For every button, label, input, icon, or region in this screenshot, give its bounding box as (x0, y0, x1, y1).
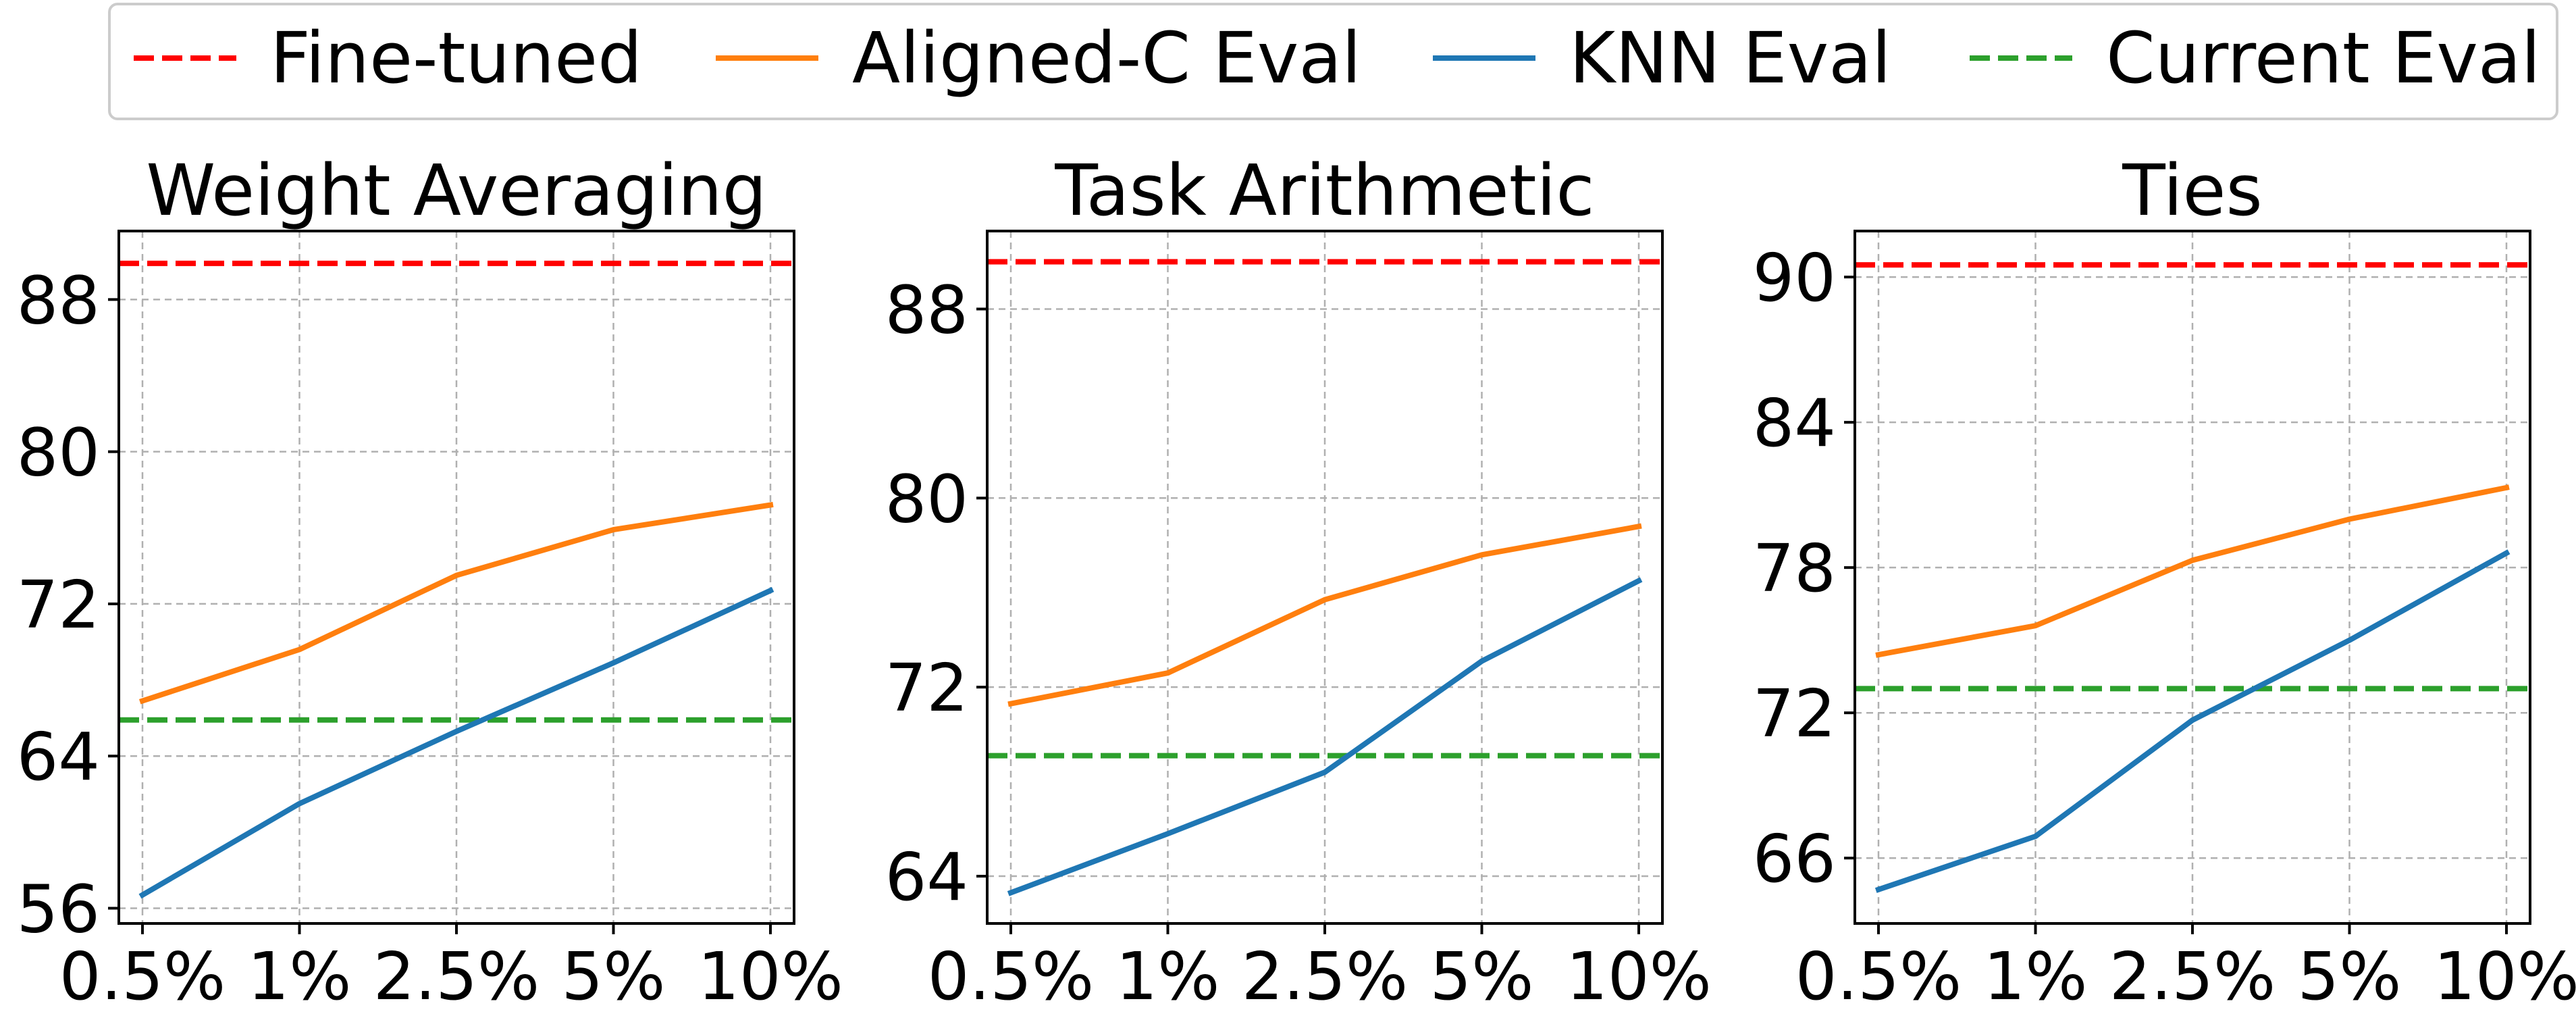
legend-label-current-eval: Current Eval (2106, 17, 2541, 99)
x-tick-label: 2.5% (2109, 938, 2276, 1015)
x-tick-label: 5% (2298, 938, 2402, 1015)
x-tick-label: 0.5% (1795, 938, 1962, 1015)
x-tick-label: 5% (562, 938, 666, 1015)
y-tick-label: 72 (1753, 676, 1836, 752)
y-tick-label: 88 (885, 272, 968, 348)
series-line-knn-eval (1007, 577, 1643, 896)
x-tick-label: 1% (1116, 938, 1220, 1015)
x-tick-label: 0.5% (928, 938, 1094, 1015)
y-tick-label: 80 (885, 461, 968, 537)
panel-weight-averaging: 0.5% 1% 2.5% 5% 10% 56 64 72 80 88 Weight Averagi… (17, 149, 843, 1015)
legend-label-aligned-c-eval: Aligned-C Eval (852, 17, 1361, 99)
series-line-knn-eval (138, 586, 774, 899)
legend-label-fine-tuned: Fine-tuned (270, 17, 642, 99)
y-tick-label: 90 (1753, 240, 1836, 316)
panel-title: Task Arithmetic (1054, 149, 1594, 232)
x-tick-label: 0.5% (59, 938, 226, 1015)
x-tick-label: 5% (1430, 938, 1534, 1015)
y-tick-label: 72 (17, 567, 100, 643)
y-tick-label: 72 (885, 650, 968, 726)
y-tick-label: 64 (885, 839, 968, 915)
x-tick-label: 10% (1566, 938, 1712, 1015)
panel-title: Weight Averaging (146, 149, 766, 232)
y-tick-label: 78 (1753, 530, 1836, 607)
x-tick-label: 10% (698, 938, 843, 1015)
series-line-aligned-c-eval (138, 501, 774, 705)
x-tick-label: 2.5% (373, 938, 540, 1015)
y-tick-label: 64 (17, 719, 100, 795)
panel-ties: 0.5% 1% 2.5% 5% 10% 66 72 78 84 90 Ties (1753, 149, 2576, 1015)
y-tick-label: 66 (1753, 821, 1836, 897)
panel-title: Ties (2122, 149, 2262, 232)
y-tick-label: 88 (17, 262, 100, 338)
legend-frame (108, 3, 2558, 120)
y-tick-label: 56 (17, 871, 100, 947)
series-line-knn-eval (1874, 549, 2511, 893)
x-tick-label: 2.5% (1242, 938, 1408, 1015)
legend-label-knn-eval: KNN Eval (1569, 17, 1891, 99)
series-line-aligned-c-eval (1875, 484, 2510, 658)
x-tick-label: 10% (2434, 938, 2576, 1015)
legend: Fine-tuned Aligned-C Eval KNN Eval Curre… (108, 3, 2558, 120)
x-tick-label: 1% (248, 938, 352, 1015)
x-tick-label: 1% (1984, 938, 2088, 1015)
panel-task-arithmetic: 0.5% 1% 2.5% 5% 10% 64 72 80 88 Task Arithmetic (885, 149, 1712, 1015)
y-tick-label: 84 (1753, 385, 1836, 461)
series-line-aligned-c-eval (1007, 523, 1642, 707)
y-tick-label: 80 (17, 415, 100, 491)
